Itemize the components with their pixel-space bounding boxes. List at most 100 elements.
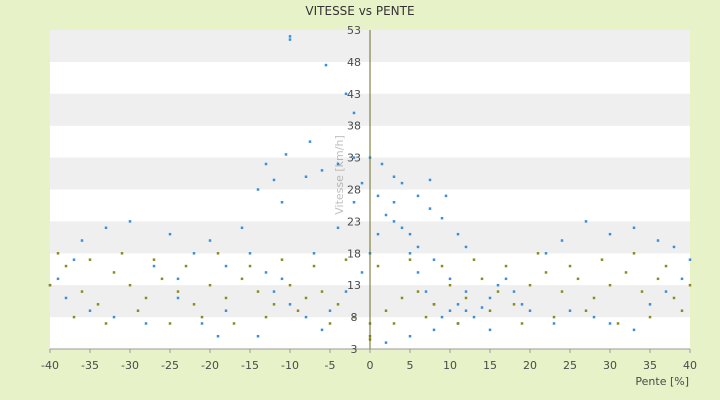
blue-data-point [464, 245, 468, 249]
olive-data-point [288, 283, 292, 287]
blue-data-point [144, 322, 148, 325]
olive-data-point [576, 277, 580, 281]
y-tick-label: 33 [347, 152, 361, 165]
blue-data-point [352, 201, 356, 204]
olive-data-point [584, 309, 588, 312]
blue-data-point [336, 162, 340, 166]
olive-data-point [88, 258, 92, 261]
olive-data-point [328, 322, 332, 325]
blue-data-point [664, 290, 668, 293]
olive-data-point [624, 271, 628, 274]
olive-data-point [184, 264, 188, 268]
olive-data-point [424, 315, 428, 319]
blue-data-point [408, 252, 412, 255]
blue-data-point [256, 188, 260, 191]
olive-data-point [616, 322, 620, 325]
blue-data-point [380, 162, 384, 166]
blue-data-point [272, 178, 276, 182]
olive-data-point [352, 315, 356, 319]
olive-data-point [224, 296, 228, 300]
olive-data-point [304, 296, 308, 300]
olive-data-point [312, 264, 316, 268]
olive-data-point [336, 303, 340, 306]
blue-data-point [448, 277, 452, 281]
y-tick-label: 53 [347, 24, 361, 37]
x-tick-labels: -40 -35 -30 -25 -20 -15 -10 -5 0 5 10 15 20 25 30 35 40 [41, 349, 697, 372]
olive-data-point [192, 303, 196, 306]
olive-data-point [272, 303, 276, 306]
blue-data-point [464, 290, 468, 293]
olive-data-point [320, 290, 324, 293]
blue-data-point [208, 239, 212, 242]
olive-data-point [480, 277, 484, 281]
x-tick-label: -30 [121, 359, 139, 372]
blue-data-point [256, 334, 260, 338]
x-tick-label: -25 [161, 359, 179, 372]
y-tick-label: 3 [351, 343, 358, 356]
olive-data-point [80, 290, 84, 293]
blue-data-point [64, 296, 68, 300]
olive-data-point [432, 303, 436, 306]
y-tick-label: 48 [347, 56, 361, 69]
blue-data-point [72, 258, 76, 261]
olive-data-point [256, 290, 260, 293]
olive-data-point [248, 264, 252, 268]
x-tick-label: -10 [281, 359, 299, 372]
olive-data-point [120, 252, 124, 255]
olive-data-point [392, 322, 396, 325]
blue-data-point [304, 175, 308, 178]
blue-data-point [344, 92, 348, 96]
olive-data-point [560, 290, 564, 293]
olive-data-point [656, 277, 660, 281]
blue-data-point [88, 309, 92, 312]
x-tick-label: -15 [241, 359, 259, 372]
blue-data-point [284, 153, 288, 156]
blue-data-point [324, 63, 328, 67]
olive-data-point [48, 283, 52, 287]
blue-data-point [416, 245, 420, 249]
olive-data-point [152, 258, 156, 261]
blue-data-point [224, 264, 228, 268]
blue-data-point [392, 201, 396, 204]
olive-data-point [240, 277, 244, 281]
blue-data-point [80, 239, 84, 242]
blue-data-point [512, 290, 516, 293]
blue-data-point [312, 252, 316, 255]
blue-data-point [104, 226, 108, 230]
x-tick-label: 0 [367, 359, 374, 372]
blue-data-point [168, 232, 172, 236]
blue-data-point [224, 309, 228, 312]
olive-data-point [112, 271, 116, 274]
blue-data-point [328, 309, 332, 312]
blue-data-point [528, 309, 532, 312]
olive-data-point [464, 296, 468, 300]
blue-data-point [504, 277, 508, 281]
olive-data-point [536, 252, 540, 255]
y-tick-label: 38 [347, 120, 361, 133]
olive-data-point [128, 283, 132, 287]
olive-data-point [552, 315, 556, 319]
blue-data-point [360, 271, 364, 274]
olive-data-point [376, 264, 380, 268]
blue-data-point [544, 252, 548, 255]
olive-data-point [568, 264, 572, 268]
olive-data-point [544, 271, 548, 274]
olive-data-point [208, 283, 212, 287]
olive-data-point [472, 258, 476, 261]
olive-data-point [488, 309, 492, 312]
y-tick-label: 28 [347, 184, 361, 197]
olive-data-point [528, 283, 532, 287]
blue-data-point [464, 309, 468, 312]
blue-data-point [376, 232, 380, 236]
blue-data-point [240, 226, 244, 230]
blue-data-point [264, 271, 268, 274]
blue-data-point [152, 264, 156, 268]
x-tick-label: 35 [643, 359, 657, 372]
blue-data-point [192, 252, 196, 255]
olive-data-point [296, 309, 300, 312]
blue-data-point [400, 181, 404, 185]
blue-data-point [360, 181, 364, 185]
blue-data-point [400, 226, 404, 230]
y-tick-label: 18 [347, 247, 361, 260]
olive-data-point [440, 264, 444, 268]
